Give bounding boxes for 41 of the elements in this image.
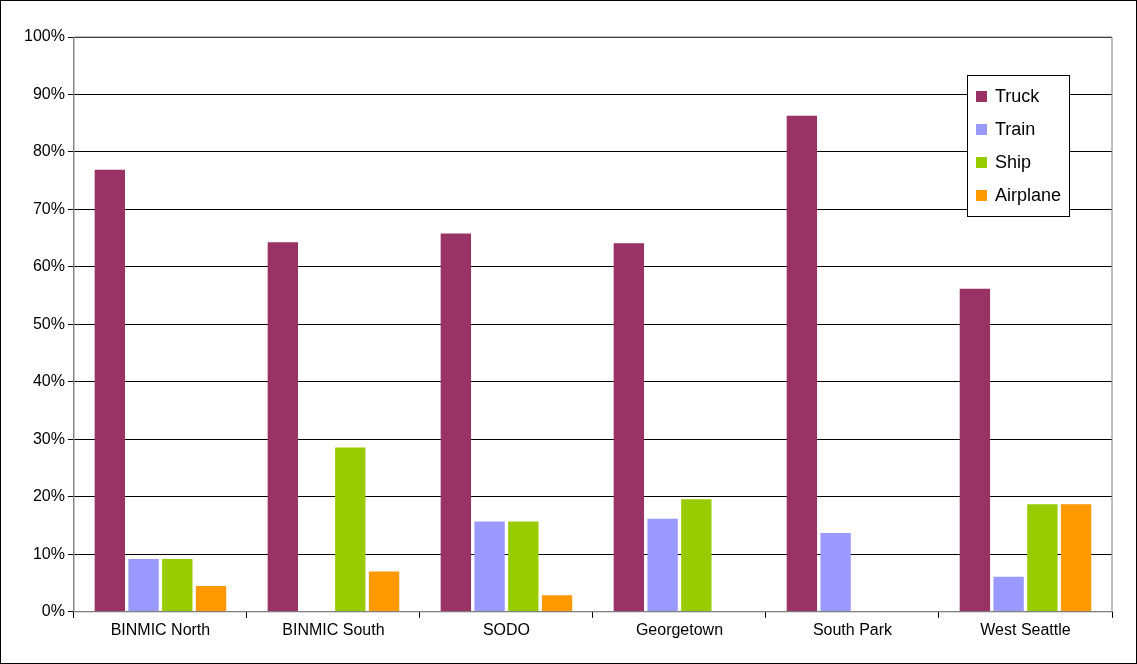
bar: [1060, 504, 1092, 612]
bar: [959, 288, 991, 612]
x-tick-label: Georgetown: [635, 620, 724, 638]
bar: [440, 233, 472, 612]
legend-label: Ship: [994, 152, 1031, 173]
y-tick-label: 60%: [32, 257, 65, 275]
bar: [681, 499, 712, 612]
y-tick-label: 70%: [32, 199, 65, 217]
bar: [474, 521, 505, 612]
y-tick-label: 0%: [41, 602, 65, 620]
bar: [128, 558, 159, 612]
x-tick-label: West Seattle: [980, 620, 1071, 638]
y-tick-label: 20%: [32, 487, 65, 505]
bar: [613, 243, 645, 612]
legend-label: Airplane: [994, 185, 1061, 206]
bar: [508, 521, 539, 612]
bar: [647, 518, 678, 612]
bar: [993, 576, 1024, 612]
y-tick-label: 50%: [32, 314, 65, 332]
y-tick-label: 90%: [32, 84, 65, 102]
y-tick-label: 80%: [32, 142, 65, 160]
bar: [94, 169, 125, 612]
x-tick-label: SODO: [482, 620, 531, 638]
bar: [195, 585, 227, 612]
bar: [368, 571, 400, 612]
bar: [1027, 504, 1058, 612]
x-tick-label: South Park: [812, 620, 894, 638]
x-tick-label: BINMIC South: [282, 620, 385, 638]
y-tick-label: 10%: [32, 544, 65, 562]
bar: [162, 558, 193, 612]
bar: [820, 533, 851, 612]
y-tick-label: 100%: [24, 27, 65, 45]
bar: [541, 595, 573, 612]
bar: [786, 115, 818, 612]
bar: [267, 242, 299, 612]
legend-label: Train: [994, 119, 1036, 140]
legend-label: Truck: [994, 86, 1040, 107]
x-tick-label: BINMIC North: [110, 620, 211, 638]
y-tick-label: 40%: [32, 372, 65, 390]
y-tick-label: 30%: [32, 429, 65, 447]
bar: [335, 447, 366, 612]
